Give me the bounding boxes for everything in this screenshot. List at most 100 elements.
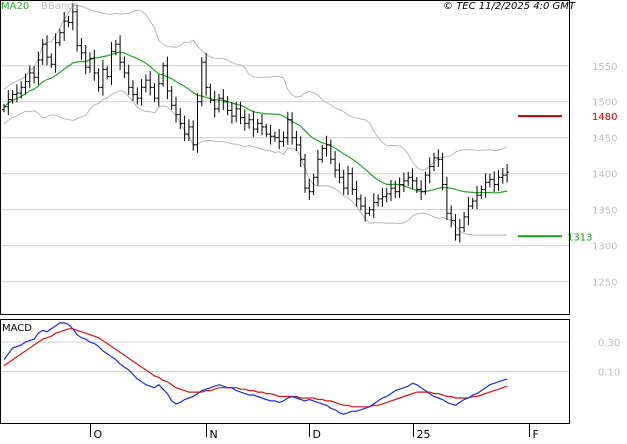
ohlc-bar: [401, 172, 406, 193]
ohlc-bar: [186, 119, 191, 142]
ohlc-bar: [96, 68, 101, 92]
ohlc-bar: [320, 144, 325, 163]
ohlc-bar: [427, 157, 432, 184]
ohlc-bar: [384, 187, 389, 203]
ohlc-bar: [268, 124, 273, 145]
price-y-axis: 1250 1300 1350 1400 1450 1500 1550: [592, 62, 617, 289]
timestamp: © TEC 11/2/2025 4:0 GMT: [443, 1, 576, 12]
ohlc-bar: [32, 66, 37, 84]
ohlc-bar: [466, 196, 471, 226]
macd-y-axis: 0.10 0.30: [598, 338, 620, 378]
price-bars: [2, 3, 510, 243]
ohlc-bar: [100, 60, 105, 96]
ohlc-bar: [234, 101, 239, 123]
ohlc-bar: [500, 167, 505, 184]
ohlc-bar: [19, 81, 24, 99]
ohlc-bar: [174, 96, 178, 123]
ohlc-bar: [479, 185, 484, 200]
price-tick-label: 1500: [592, 98, 617, 109]
ohlc-bar: [122, 56, 127, 79]
ohlc-bar: [341, 169, 346, 195]
ohlc-bar: [457, 218, 462, 243]
legend: MA20 BBands © TEC 11/2/2025 4:0 GMT: [1, 1, 576, 12]
macd-tick-label: 0.30: [598, 338, 620, 349]
ohlc-bar: [410, 168, 415, 190]
ohlc-bar: [40, 38, 45, 65]
ohlc-bar: [290, 112, 295, 145]
bollinger-bands: [3, 4, 508, 236]
ohlc-bar: [225, 96, 230, 116]
x-tick-label: D: [313, 428, 321, 440]
ohlc-bar: [14, 84, 19, 103]
ohlc-bar: [156, 74, 161, 107]
ohlc-bar: [191, 120, 196, 151]
resistance-label: 1480: [592, 112, 617, 123]
ohlc-bar: [113, 39, 118, 56]
legend-bbands: BBands: [41, 1, 79, 12]
ohlc-bar: [333, 150, 338, 178]
ohlc-bar: [264, 123, 269, 137]
ohlc-bar: [487, 173, 492, 188]
ohlc-bar: [328, 139, 333, 165]
ohlc-bar: [440, 152, 445, 191]
ohlc-bar: [148, 71, 153, 96]
ohlc-bar: [272, 131, 277, 142]
signal-line: [3, 328, 508, 408]
ohlc-bar: [475, 185, 479, 210]
ohlc-bar: [294, 130, 299, 151]
ohlc-bar: [358, 194, 363, 211]
ohlc-bar: [406, 171, 411, 186]
ohlc-bar: [505, 163, 510, 183]
ohlc-bar: [169, 85, 174, 110]
macd-title: MACD: [2, 323, 32, 334]
macd-panel: 0.10 0.30 MACD: [0, 319, 620, 424]
ohlc-bar: [277, 128, 282, 150]
ohlc-bar: [131, 80, 135, 102]
ohlc-bar: [83, 44, 88, 75]
ohlc-bar: [303, 154, 307, 193]
ohlc-bar: [492, 171, 497, 192]
ohlc-bar: [281, 131, 286, 147]
ohlc-bar: [53, 33, 58, 73]
ohlc-bar: [70, 3, 75, 31]
ohlc-bar: [346, 165, 350, 196]
macd-tick-label: 0.10: [598, 368, 620, 379]
ohlc-bar: [88, 52, 92, 73]
ohlc-bar: [208, 83, 213, 104]
ohlc-bar: [436, 149, 441, 168]
ohlc-bar: [311, 173, 316, 195]
price-panel-frame: [0, 0, 570, 315]
ohlc-bar: [182, 115, 187, 142]
ohlc-bar: [36, 51, 41, 85]
ohlc-bar: [462, 211, 467, 233]
macd-panel-frame: [0, 319, 570, 424]
ohlc-bar: [242, 109, 247, 131]
ohlc-bar: [483, 173, 488, 198]
price-gridlines: [0, 65, 570, 283]
ohlc-bar: [423, 171, 428, 195]
macd-lines: [3, 322, 508, 415]
ohlc-bar: [57, 29, 62, 46]
ohlc-bar: [376, 194, 381, 207]
ohlc-bar: [109, 42, 114, 85]
ohlc-bar: [389, 179, 393, 202]
x-axis: O N D 25 F: [90, 423, 539, 441]
ohlc-bar: [49, 53, 54, 68]
ohlc-bar: [45, 35, 49, 66]
ma20-path: [3, 51, 508, 194]
x-tick-label: 25: [417, 428, 431, 440]
ohlc-bar: [152, 83, 157, 102]
ohlc-bar: [444, 176, 449, 221]
ohlc-bar: [496, 170, 501, 191]
ohlc-bar: [165, 56, 170, 100]
ohlc-bar: [126, 64, 131, 95]
ohlc-bar: [62, 11, 67, 41]
ohlc-bar: [397, 177, 402, 198]
ohlc-bar: [260, 114, 264, 136]
ohlc-bar: [92, 49, 97, 81]
ohlc-bar: [470, 197, 475, 209]
ohlc-bar: [229, 102, 234, 124]
ma20-line: [3, 51, 508, 194]
price-tick-label: 1300: [592, 242, 617, 253]
ohlc-bar: [75, 5, 80, 52]
